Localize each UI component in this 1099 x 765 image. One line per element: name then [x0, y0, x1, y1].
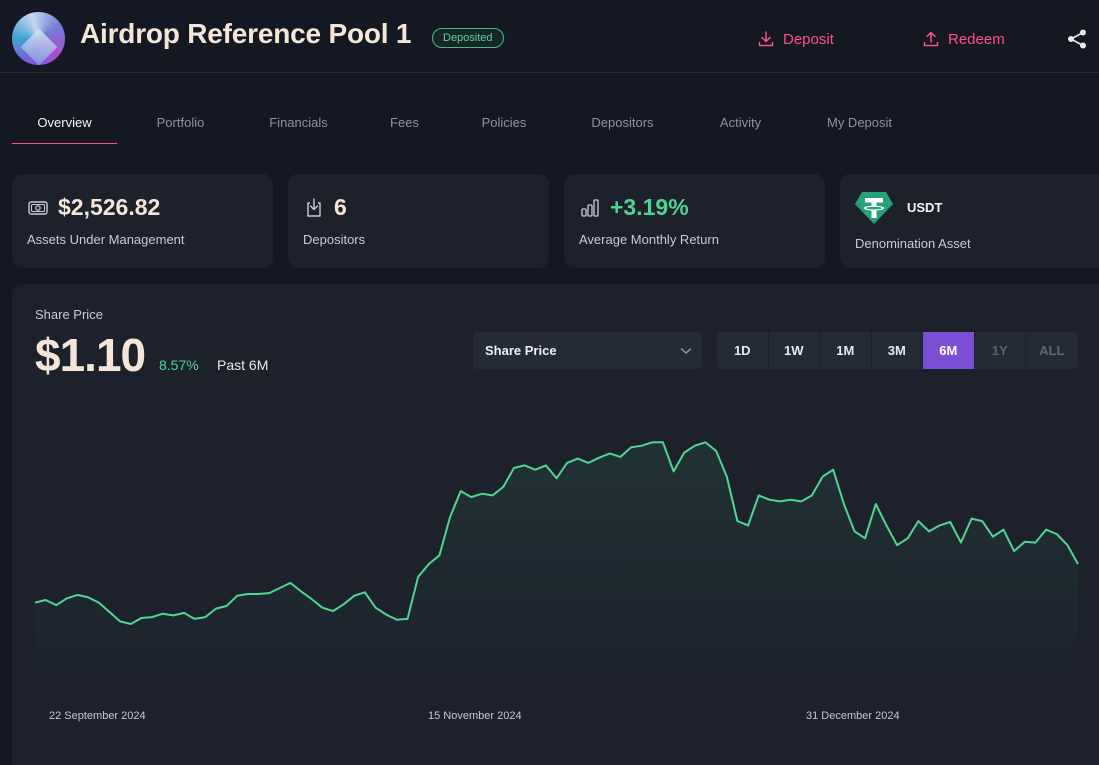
- banknote-icon: [28, 201, 48, 215]
- deposit-label: Deposit: [783, 30, 834, 48]
- range-6m-button[interactable]: 6M: [923, 332, 975, 369]
- depositors-label: Depositors: [303, 232, 366, 247]
- time-range-selector: 1D 1W 1M 3M 6M 1Y ALL: [717, 332, 1078, 369]
- range-1y-button[interactable]: 1Y: [974, 332, 1026, 369]
- upload-icon: [923, 31, 939, 47]
- range-1d-button[interactable]: 1D: [717, 332, 769, 369]
- x-tick-label: 22 September 2024: [49, 710, 146, 722]
- range-3m-button[interactable]: 3M: [871, 332, 923, 369]
- chevron-down-icon: [680, 348, 692, 354]
- tether-icon: [855, 192, 893, 224]
- aum-label: Assets Under Management: [27, 232, 185, 247]
- tab-depositors[interactable]: Depositors: [591, 115, 654, 130]
- deposit-box-icon: [307, 198, 321, 217]
- section-tabs: Overview Portfolio Financials Fees Polic…: [12, 102, 931, 144]
- status-badge: Deposited: [432, 28, 504, 48]
- x-tick-label: 31 December 2024: [806, 710, 900, 722]
- page-title: Airdrop Reference Pool 1: [80, 18, 412, 49]
- monthly-return-label: Average Monthly Return: [579, 232, 719, 247]
- denomination-card: USDT Denomination Asset: [840, 174, 1099, 268]
- x-tick-label: 15 November 2024: [428, 710, 522, 722]
- depositors-value: 6: [334, 194, 347, 220]
- share-price-period: Past 6M: [217, 357, 269, 373]
- redeem-button[interactable]: Redeem: [922, 30, 1005, 48]
- redeem-label: Redeem: [948, 30, 1005, 48]
- tab-financials[interactable]: Financials: [269, 115, 328, 130]
- page-header: Airdrop Reference Pool 1 Deposited Depos…: [0, 0, 1099, 73]
- range-all-button[interactable]: ALL: [1026, 332, 1078, 369]
- metric-select[interactable]: Share Price: [473, 332, 702, 369]
- deposit-button[interactable]: Deposit: [757, 30, 834, 48]
- tab-policies[interactable]: Policies: [481, 115, 527, 130]
- bar-chart-icon: [581, 199, 599, 217]
- share-price-panel: 22 September 2024 15 November 2024 31 Dece…: [12, 284, 1099, 765]
- share-price-area: [35, 442, 1078, 684]
- aum-card: $2,526.82 Assets Under Management: [12, 174, 273, 268]
- tab-overview[interactable]: Overview: [12, 102, 117, 144]
- share-price-chart: 22 September 2024 15 November 2024 31 Dece…: [34, 441, 1079, 722]
- range-1m-button[interactable]: 1M: [820, 332, 872, 369]
- pool-logo-icon: [12, 12, 65, 65]
- monthly-return-value: +3.19%: [610, 194, 689, 220]
- denomination-symbol: USDT: [907, 200, 943, 215]
- depositors-card: 6 Depositors: [288, 174, 549, 268]
- share-price-line: [34, 441, 1079, 625]
- tab-fees[interactable]: Fees: [390, 115, 419, 130]
- range-1w-button[interactable]: 1W: [768, 332, 820, 369]
- monthly-return-card: +3.19% Average Monthly Return: [564, 174, 825, 268]
- share-icon[interactable]: [1066, 28, 1088, 50]
- share-price-change: 8.57%: [159, 357, 199, 373]
- tab-activity[interactable]: Activity: [719, 115, 762, 130]
- download-icon: [758, 31, 774, 47]
- aum-value: $2,526.82: [58, 194, 161, 220]
- share-price-label: Share Price: [35, 307, 103, 322]
- tab-my-deposit[interactable]: My Deposit: [826, 115, 893, 130]
- denomination-label: Denomination Asset: [855, 236, 971, 251]
- metric-select-value: Share Price: [485, 343, 557, 358]
- tab-portfolio[interactable]: Portfolio: [156, 115, 205, 130]
- share-price-value: $1.10: [35, 329, 146, 381]
